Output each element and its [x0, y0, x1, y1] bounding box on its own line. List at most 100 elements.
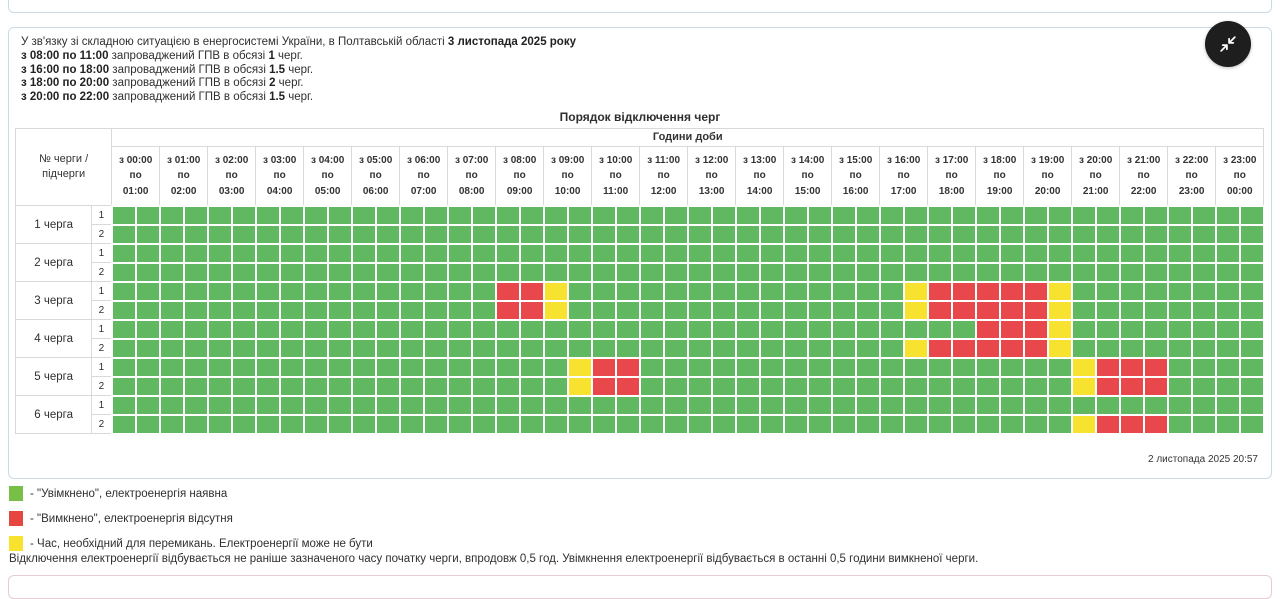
schedule-cell: [590, 394, 617, 416]
schedule-cell: [422, 261, 449, 283]
schedule-cell: [326, 299, 353, 321]
schedule-cell: [782, 261, 809, 283]
schedule-cell: [158, 261, 185, 283]
schedule-cell: [158, 204, 185, 226]
hour-header: з 14:00 по 15:00: [783, 145, 833, 207]
schedule-cell: [614, 318, 641, 340]
schedule-cell: [1190, 318, 1217, 340]
schedule-cell: [158, 318, 185, 340]
schedule-cell: [782, 356, 809, 378]
schedule-cell: [998, 375, 1025, 397]
schedule-cell: [1094, 280, 1121, 302]
hour-header: з 20:00 по 21:00: [1071, 145, 1121, 207]
schedule-cell: [590, 223, 617, 245]
schedule-cell: [998, 242, 1025, 264]
schedule-cell: [1046, 356, 1073, 378]
schedule-cell: [134, 413, 161, 435]
next-card-edge: [8, 575, 1272, 599]
schedule-cell: [878, 337, 905, 359]
schedule-cell: [494, 280, 521, 302]
schedule-cell: [278, 223, 305, 245]
hour-header: з 09:00 по 10:00: [543, 145, 593, 207]
schedule-cell: [686, 394, 713, 416]
schedule-cell: [1070, 223, 1097, 245]
schedule-cell: [1214, 261, 1241, 283]
schedule-cell: [398, 413, 425, 435]
hour-header: з 00:00 по 01:00: [111, 145, 161, 207]
schedule-cell: [542, 280, 569, 302]
schedule-cell: [494, 394, 521, 416]
schedule-cell: [734, 356, 761, 378]
schedule-cell: [998, 280, 1025, 302]
schedule-row: 2: [16, 261, 1265, 283]
hour-header: з 11:00 по 12:00: [639, 145, 689, 207]
schedule-cell: [806, 204, 833, 226]
schedule-cell: [326, 280, 353, 302]
schedule-cell: [590, 375, 617, 397]
schedule-cell: [686, 375, 713, 397]
schedule-cell: [758, 223, 785, 245]
schedule-cell: [614, 356, 641, 378]
schedule-cell: [158, 394, 185, 416]
schedule-cell: [1238, 223, 1265, 245]
subqueue-label: 1: [91, 243, 113, 264]
schedule-cell: [518, 318, 545, 340]
schedule-cell: [1166, 375, 1193, 397]
subqueue-label: 1: [91, 319, 113, 340]
schedule-cell: [230, 204, 257, 226]
schedule-cell: [182, 299, 209, 321]
schedule-cell: [398, 337, 425, 359]
hour-header: з 18:00 по 19:00: [975, 145, 1025, 207]
schedule-cell: [950, 261, 977, 283]
schedule-cell: [206, 356, 233, 378]
schedule-cell: [1022, 299, 1049, 321]
schedule-cell: [494, 204, 521, 226]
schedule-cell: [374, 299, 401, 321]
schedule-cell: [110, 204, 137, 226]
schedule-cell: [398, 318, 425, 340]
schedule-cell: [734, 375, 761, 397]
schedule-cell: [854, 337, 881, 359]
schedule-cell: [974, 242, 1001, 264]
schedule-cell: [638, 261, 665, 283]
schedule-cell: [998, 413, 1025, 435]
schedule-cell: [638, 204, 665, 226]
schedule-cell: [422, 299, 449, 321]
schedule-cell: [830, 318, 857, 340]
schedule-row: 2: [16, 223, 1265, 245]
schedule-cell: [134, 204, 161, 226]
schedule-cell: [302, 204, 329, 226]
schedule-cell: [758, 375, 785, 397]
schedule-cell: [182, 204, 209, 226]
schedule-cell: [926, 356, 953, 378]
collapse-arrows-icon: [1220, 36, 1236, 52]
schedule-cell: [1214, 394, 1241, 416]
schedule-cell: [1046, 280, 1073, 302]
schedule-cell: [1190, 299, 1217, 321]
schedule-cell: [806, 261, 833, 283]
schedule-cell: [374, 356, 401, 378]
schedule-cell: [1094, 413, 1121, 435]
schedule-cell: [638, 223, 665, 245]
schedule-cell: [1238, 280, 1265, 302]
schedule-cell: [1142, 242, 1169, 264]
hour-header: з 10:00 по 11:00: [591, 145, 641, 207]
schedule-cell: [734, 337, 761, 359]
schedule-cell: [758, 337, 785, 359]
legend-label: - "Увімкнено", електроенергія наявна: [30, 487, 228, 500]
collapse-button[interactable]: [1205, 21, 1251, 67]
schedule-cell: [350, 223, 377, 245]
schedule-cell: [1190, 413, 1217, 435]
schedule-cell: [1238, 204, 1265, 226]
schedule-cell: [782, 242, 809, 264]
hour-header: з 12:00 по 13:00: [687, 145, 737, 207]
legend-swatch-switching: [9, 536, 23, 551]
legend-swatch-off: [9, 511, 23, 526]
schedule-cell: [926, 223, 953, 245]
schedule-cell: [830, 394, 857, 416]
schedule-cell: [1046, 413, 1073, 435]
schedule-cell: [134, 318, 161, 340]
subqueue-label: 1: [91, 395, 113, 416]
schedule-cell: [446, 280, 473, 302]
schedule-cell: [686, 261, 713, 283]
